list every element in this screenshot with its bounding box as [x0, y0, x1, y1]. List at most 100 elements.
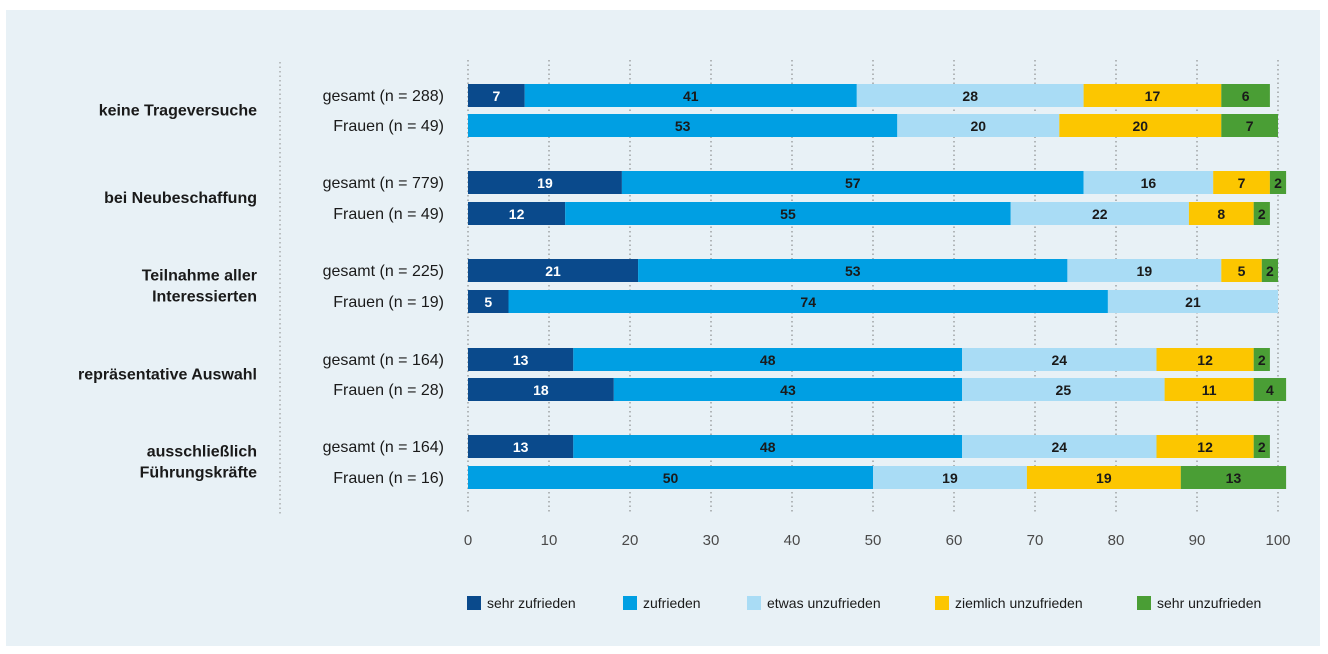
legend-swatch	[467, 596, 481, 610]
bar-segment	[962, 348, 1157, 371]
bar-segment	[638, 259, 1068, 282]
group-label: keine Trageversuche	[99, 103, 257, 120]
segment-value-label: 6	[1242, 88, 1250, 104]
segment-value-label: 28	[962, 88, 978, 104]
bar-segment	[1083, 84, 1222, 107]
segment-value-label: 19	[1137, 263, 1153, 279]
bar-segment	[897, 114, 1060, 137]
row-label: Frauen (n = 49)	[333, 118, 444, 135]
x-tick-label: 50	[865, 532, 882, 549]
bar-segment	[1010, 202, 1189, 225]
bar-segment	[468, 435, 574, 458]
bar-segment	[468, 348, 574, 371]
x-tick-label: 70	[1027, 532, 1044, 549]
row-label: Frauen (n = 19)	[333, 294, 444, 311]
bar-segment	[1026, 466, 1181, 489]
segment-value-label: 41	[683, 88, 699, 104]
x-tick-label: 90	[1189, 532, 1206, 549]
segment-value-label: 50	[663, 470, 679, 486]
segment-value-label: 16	[1141, 175, 1157, 191]
bar-segment	[1253, 202, 1270, 225]
bar-edge	[468, 435, 470, 458]
row-label: Frauen (n = 28)	[333, 382, 444, 399]
segment-value-label: 2	[1258, 439, 1266, 455]
segment-value-label: 12	[509, 206, 525, 222]
segment-value-label: 53	[845, 263, 861, 279]
bar-segment	[1213, 171, 1270, 194]
segment-value-label: 12	[1197, 439, 1213, 455]
segment-value-label: 55	[780, 206, 796, 222]
segment-value-label: 19	[942, 470, 958, 486]
bar-segment	[508, 290, 1108, 313]
segment-value-label: 13	[513, 352, 529, 368]
bar-segment	[873, 466, 1027, 489]
x-tick-label: 100	[1265, 532, 1290, 549]
legend-label: zufrieden	[643, 595, 701, 611]
x-tick-label: 30	[703, 532, 720, 549]
segment-value-label: 20	[1133, 118, 1149, 134]
row-label: gesamt (n = 225)	[323, 263, 444, 280]
bar-edge	[468, 348, 470, 371]
bar-segment	[468, 171, 622, 194]
segment-value-label: 53	[675, 118, 691, 134]
bar-segment	[1156, 348, 1254, 371]
bar-segment	[1107, 290, 1278, 313]
bar-segment	[524, 84, 857, 107]
bar-segment	[468, 378, 614, 401]
segment-value-label: 17	[1145, 88, 1161, 104]
x-tick-label: 0	[464, 532, 472, 549]
bar-segment	[468, 466, 873, 489]
group-label: Interessierten	[152, 289, 257, 306]
legend-swatch	[623, 596, 637, 610]
legend-label: etwas unzufrieden	[767, 595, 881, 611]
x-tick-label: 80	[1108, 532, 1125, 549]
bar-segment	[1221, 114, 1278, 137]
bar-segment	[1067, 259, 1222, 282]
legend-label: sehr zufrieden	[487, 595, 576, 611]
segment-value-label: 24	[1052, 439, 1068, 455]
bar-segment	[1156, 435, 1254, 458]
row-label: gesamt (n = 164)	[323, 439, 444, 456]
x-tick-label: 10	[541, 532, 558, 549]
group-label: Führungskräfte	[140, 465, 257, 482]
bar-segment	[1083, 171, 1214, 194]
legend-swatch	[935, 596, 949, 610]
segment-value-label: 21	[545, 263, 561, 279]
row-label: gesamt (n = 779)	[323, 175, 444, 192]
segment-value-label: 11	[1202, 382, 1217, 398]
bar-segment	[962, 378, 1165, 401]
legend-label: sehr unzufrieden	[1157, 595, 1261, 611]
bar-segment	[565, 202, 1011, 225]
bar-segment	[468, 114, 898, 137]
legend-label: ziemlich unzufrieden	[955, 595, 1083, 611]
segment-value-label: 7	[1238, 175, 1246, 191]
segment-value-label: 4	[1266, 382, 1274, 398]
bar-segment	[962, 435, 1157, 458]
segment-value-label: 48	[760, 352, 776, 368]
segment-value-label: 19	[537, 175, 553, 191]
bar-segment	[1253, 435, 1270, 458]
row-label: Frauen (n = 16)	[333, 470, 444, 487]
bar-segment	[468, 202, 566, 225]
bar-segment	[1164, 378, 1254, 401]
bar-segment	[1059, 114, 1222, 137]
bar-segment	[573, 348, 963, 371]
bar-segment	[1221, 259, 1262, 282]
segment-value-label: 57	[845, 175, 861, 191]
segment-value-label: 13	[1226, 470, 1242, 486]
bar-segment	[856, 84, 1084, 107]
segment-value-label: 2	[1258, 352, 1266, 368]
segment-value-label: 12	[1197, 352, 1213, 368]
x-tick-label: 60	[946, 532, 963, 549]
segment-value-label: 25	[1056, 382, 1072, 398]
bar-segment	[1221, 84, 1270, 107]
segment-value-label: 19	[1096, 470, 1112, 486]
bar-segment	[1188, 202, 1254, 225]
group-label: repräsentative Auswahl	[78, 367, 257, 384]
segment-value-label: 2	[1258, 206, 1266, 222]
segment-value-label: 22	[1092, 206, 1108, 222]
segment-value-label: 7	[492, 88, 500, 104]
row-label: gesamt (n = 288)	[323, 88, 444, 105]
bar-segment	[621, 171, 1084, 194]
